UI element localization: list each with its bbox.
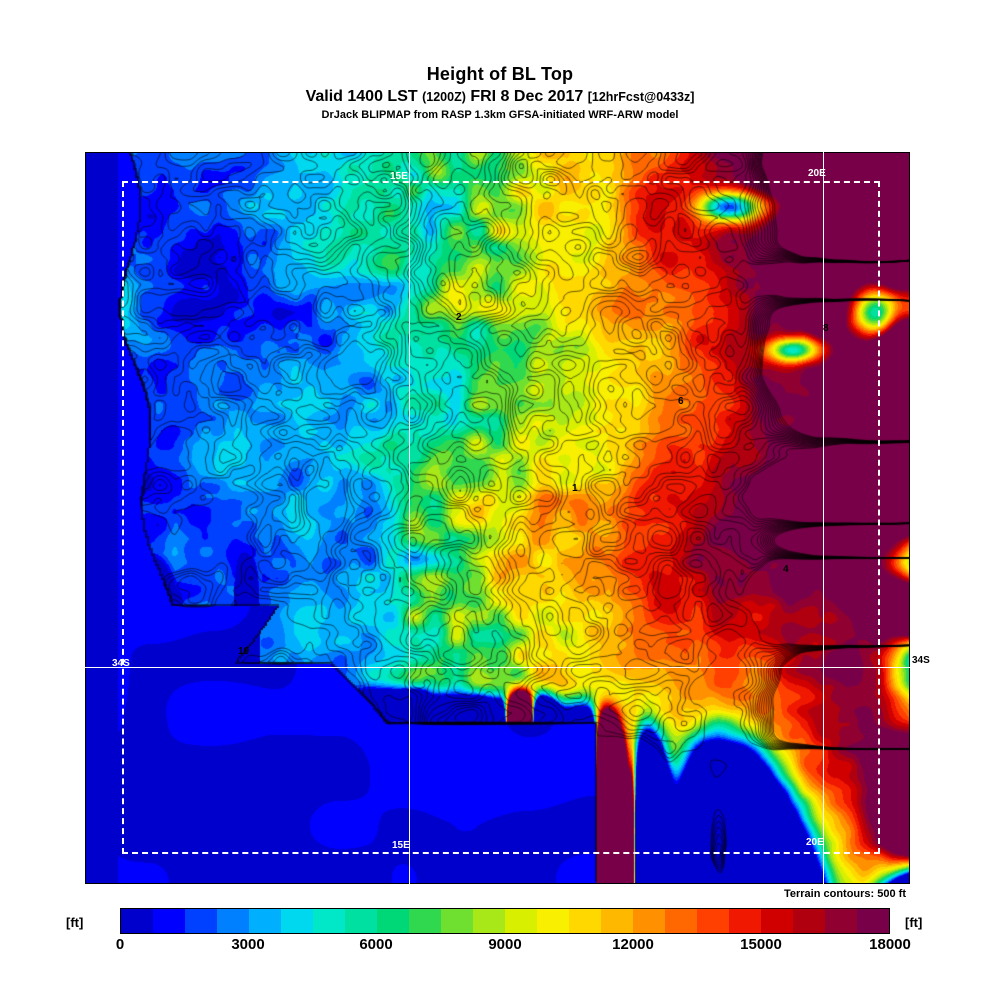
colorbar-swatch — [793, 909, 825, 933]
colorbar-swatch — [857, 909, 889, 933]
colorbar-swatch — [825, 909, 857, 933]
colorbar-swatch — [249, 909, 281, 933]
graticule-label: 34S — [912, 655, 930, 666]
colorbar-swatch — [441, 909, 473, 933]
colorbar-swatch — [377, 909, 409, 933]
bl-top-height-map[interactable] — [85, 152, 910, 884]
colorbar-swatch — [537, 909, 569, 933]
graticule-label: 20E — [806, 837, 824, 848]
colorbar-swatch — [345, 909, 377, 933]
colorbar-unit-left: [ft] — [66, 915, 84, 930]
contour-label: 1 — [572, 483, 578, 494]
colorbar-tick-label: 3000 — [231, 936, 265, 953]
contour-label: 10 — [238, 646, 250, 657]
graticule-label: 20E — [808, 168, 826, 179]
model-source: DrJack BLIPMAP from RASP 1.3km GFSA-init… — [321, 109, 679, 121]
colorbar-swatch — [761, 909, 793, 933]
colorbar-swatch — [153, 909, 185, 933]
colorbar-swatch — [473, 909, 505, 933]
colorbar-wrap — [120, 908, 890, 934]
colorbar-tick-label: 9000 — [488, 936, 522, 953]
contour-label: 8 — [823, 323, 829, 334]
colorbar-tick-label: 0 — [115, 936, 125, 953]
valid-date: FRI 8 Dec 2017 — [470, 88, 584, 105]
graticule-label: 15E — [390, 171, 408, 182]
colorbar-swatch — [281, 909, 313, 933]
colorbar-swatch — [569, 909, 601, 933]
colorbar-tick-label: 18000 — [869, 936, 911, 953]
colorbar-unit-right: [ft] — [905, 915, 923, 930]
valid-z: (1200Z) — [422, 90, 466, 104]
colorbar-swatch — [729, 909, 761, 933]
graticule-label: 34S — [112, 658, 130, 669]
colorbar[interactable] — [120, 908, 890, 934]
graticule-line-20e — [823, 152, 824, 884]
page-title: Height of BL Top — [426, 64, 574, 84]
graticule-line-15e — [409, 152, 410, 884]
graticule-label: 15E — [392, 840, 410, 851]
colorbar-swatch — [697, 909, 729, 933]
colorbar-swatch — [185, 909, 217, 933]
colorbar-swatch — [121, 909, 153, 933]
colorbar-tick-label: 15000 — [740, 936, 782, 953]
inner-domain-box — [122, 181, 880, 854]
title-block: Height of BL Top Valid 1400 LST (1200Z) … — [0, 64, 1000, 121]
colorbar-swatch — [633, 909, 665, 933]
contour-label: 4 — [783, 564, 789, 575]
terrain-contour-note: Terrain contours: 500 ft — [781, 888, 908, 900]
colorbar-tick-label: 12000 — [612, 936, 654, 953]
colorbar-swatch — [409, 909, 441, 933]
forecast-tag: [12hrFcst@0433z] — [587, 90, 695, 104]
contour-label: 2 — [456, 312, 462, 323]
valid-prefix: Valid 1400 LST — [305, 88, 418, 105]
colorbar-swatch — [217, 909, 249, 933]
colorbar-swatch — [313, 909, 345, 933]
colorbar-swatch — [601, 909, 633, 933]
colorbar-tick-label: 6000 — [359, 936, 393, 953]
colorbar-swatch — [505, 909, 537, 933]
contour-label: 6 — [678, 396, 684, 407]
map-panel[interactable] — [85, 152, 910, 884]
colorbar-swatch — [665, 909, 697, 933]
graticule-line-34s — [85, 667, 910, 668]
valid-time-line: Valid 1400 LST (1200Z) FRI 8 Dec 2017 [1… — [0, 88, 1000, 106]
